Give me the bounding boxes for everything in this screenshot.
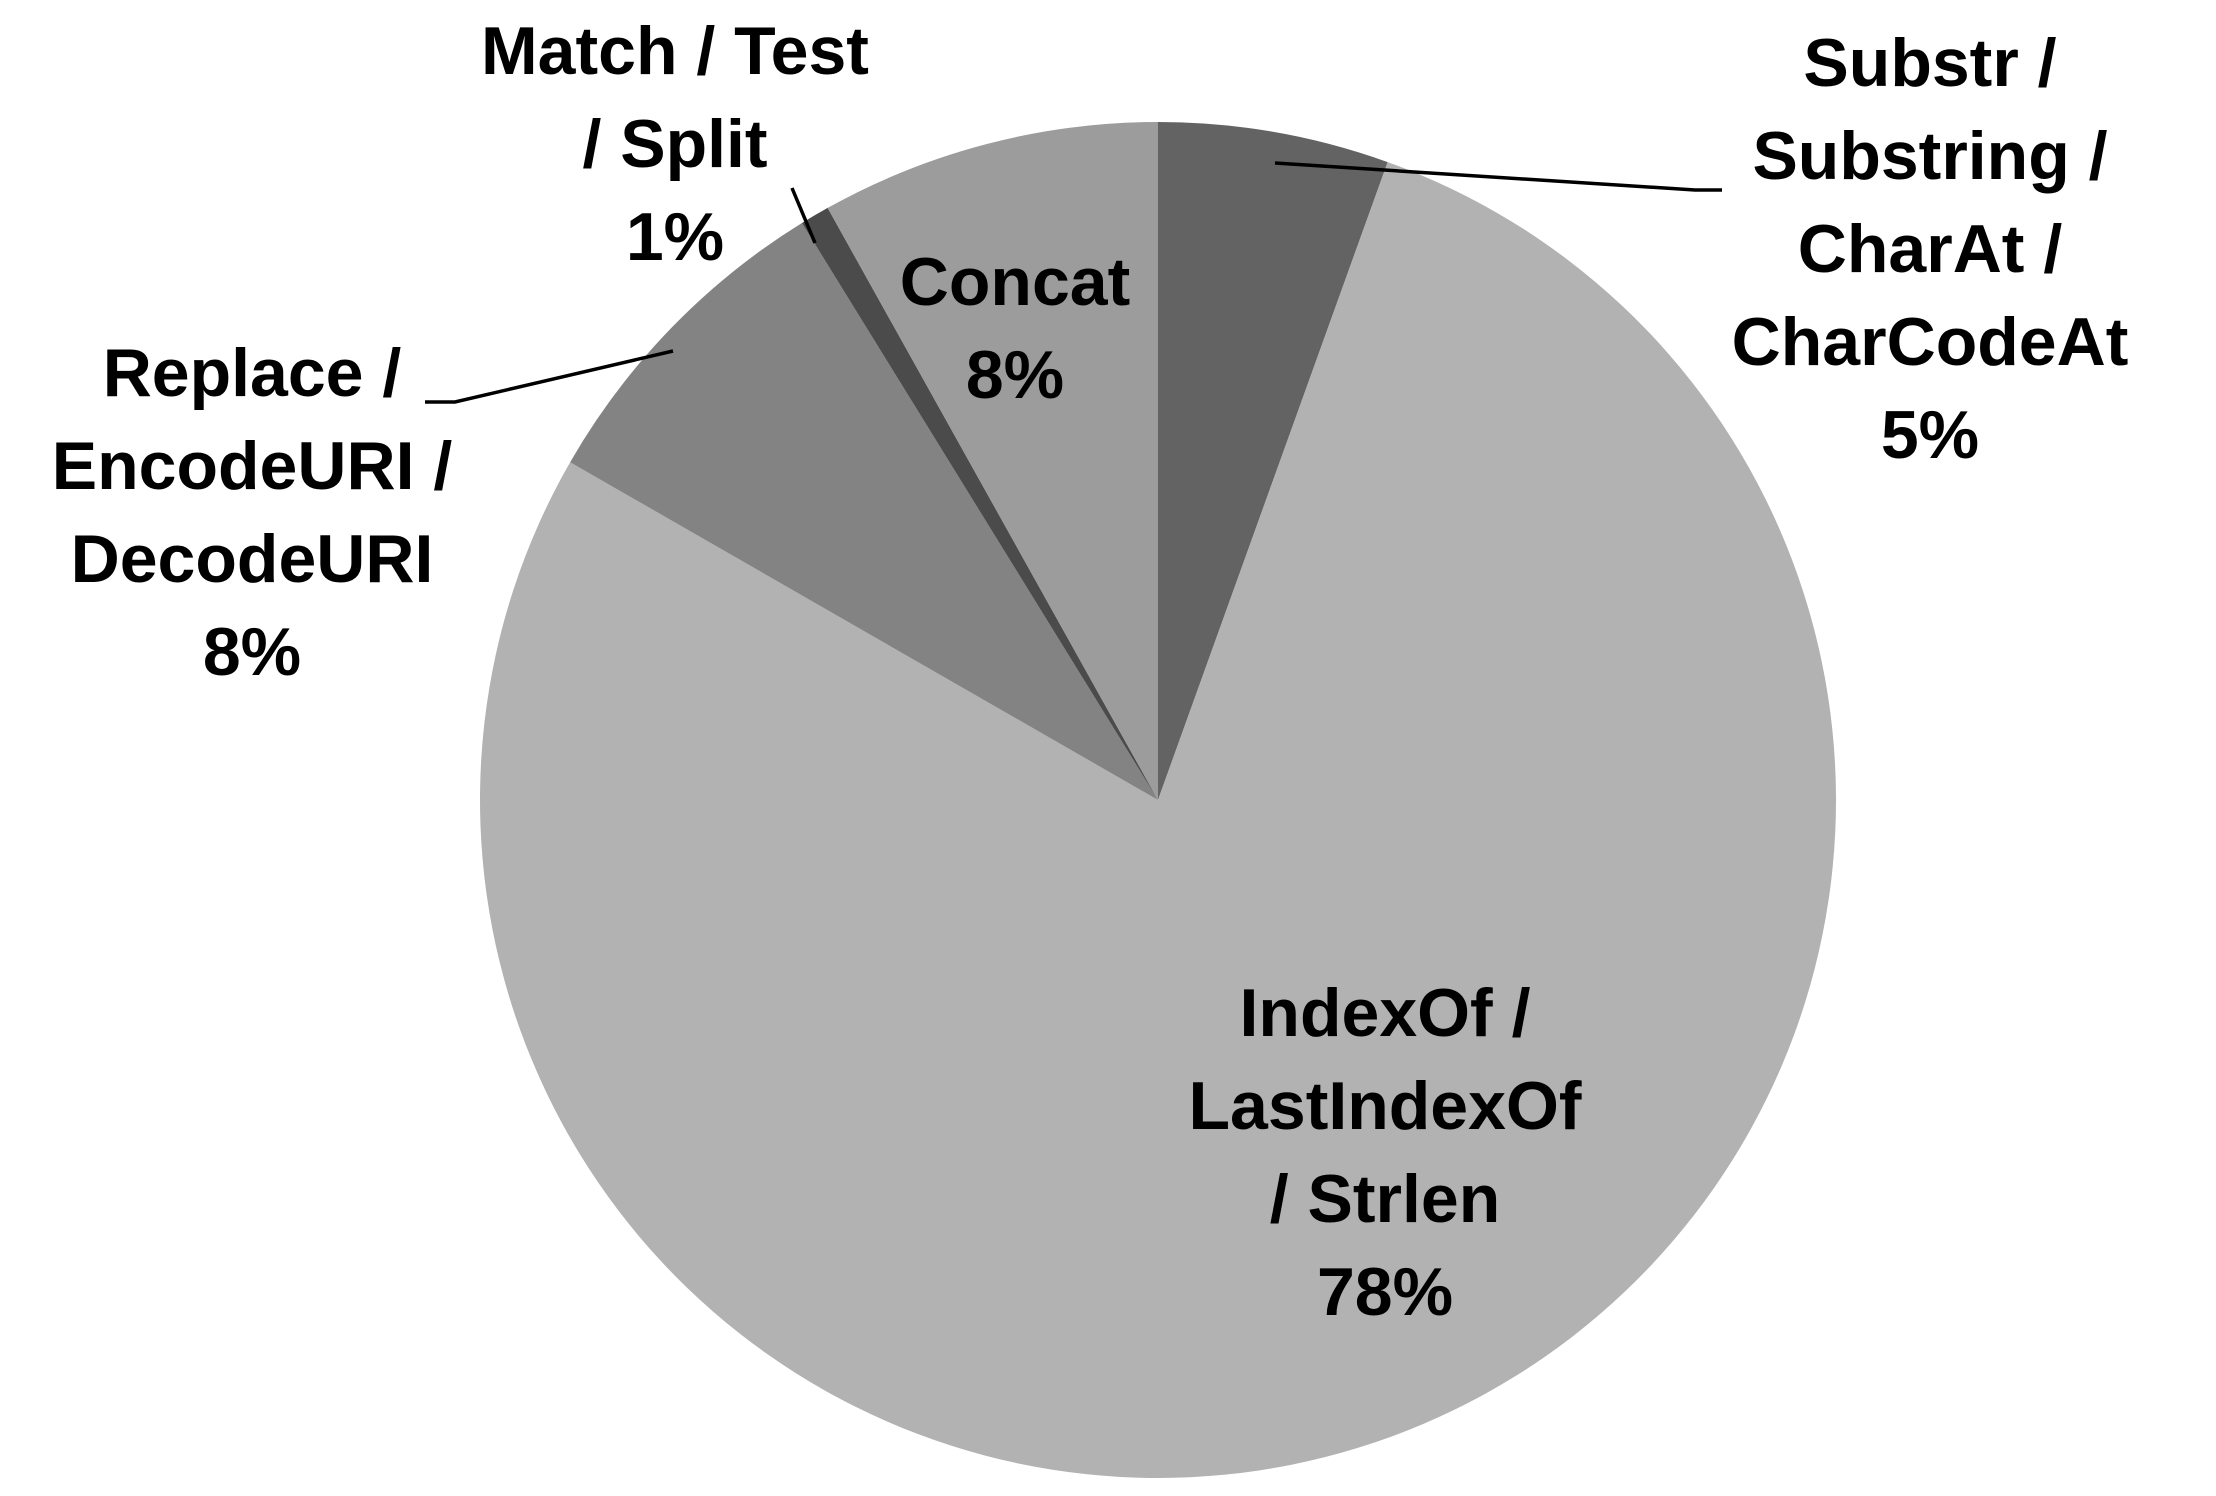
slice-name-label: / Split: [582, 106, 767, 182]
slice-label: IndexOf / LastIndexOf / Strlen 78%: [1189, 975, 1582, 1330]
slice-name-label: DecodeURI: [71, 521, 434, 597]
pie-slice: [480, 162, 1837, 1479]
pie-slice: [801, 207, 1158, 800]
slice-name-label: Substr /: [1803, 25, 2056, 101]
slice-percent-label: 1%: [626, 199, 724, 275]
slice-percent-label: 8%: [966, 337, 1064, 413]
pie-slices: [480, 122, 1837, 1479]
slice-name-label: Concat: [900, 244, 1130, 320]
leader-line: [425, 349, 674, 404]
pie-slice: [1158, 122, 1388, 800]
slice-labels: Substr / Substring / CharAt / CharCodeAt 5% I…: [52, 13, 2129, 1330]
slice-label: Substr / Substring / CharAt / CharCodeAt 5%: [1732, 25, 2129, 473]
slice-name-label: LastIndexOf: [1189, 1068, 1582, 1144]
pie-slice: [827, 122, 1158, 800]
slice-name-label: Substring /: [1752, 118, 2107, 194]
leader-line: [1274, 161, 1722, 192]
slice-percent-label: 78%: [1317, 1254, 1453, 1330]
slice-name-label: IndexOf /: [1240, 975, 1531, 1051]
leader-lines: [425, 161, 1722, 404]
pie-slice: [570, 223, 1158, 800]
slice-name-label: / Strlen: [1270, 1161, 1501, 1237]
slice-percent-label: 8%: [203, 614, 301, 690]
slice-label: Concat 8%: [900, 244, 1130, 413]
slice-name-label: CharCodeAt: [1732, 304, 2129, 380]
slice-label: Replace / EncodeURI / DecodeURI 8%: [52, 335, 453, 690]
slice-name-label: Replace /: [103, 335, 402, 411]
slice-name-label: EncodeURI /: [52, 428, 453, 504]
slice-name-label: CharAt /: [1798, 211, 2063, 287]
leader-line: [790, 187, 817, 244]
slice-label: Match / Test / Split 1%: [481, 13, 869, 275]
slice-percent-label: 5%: [1881, 397, 1979, 473]
slice-name-label: Match / Test: [481, 13, 869, 89]
